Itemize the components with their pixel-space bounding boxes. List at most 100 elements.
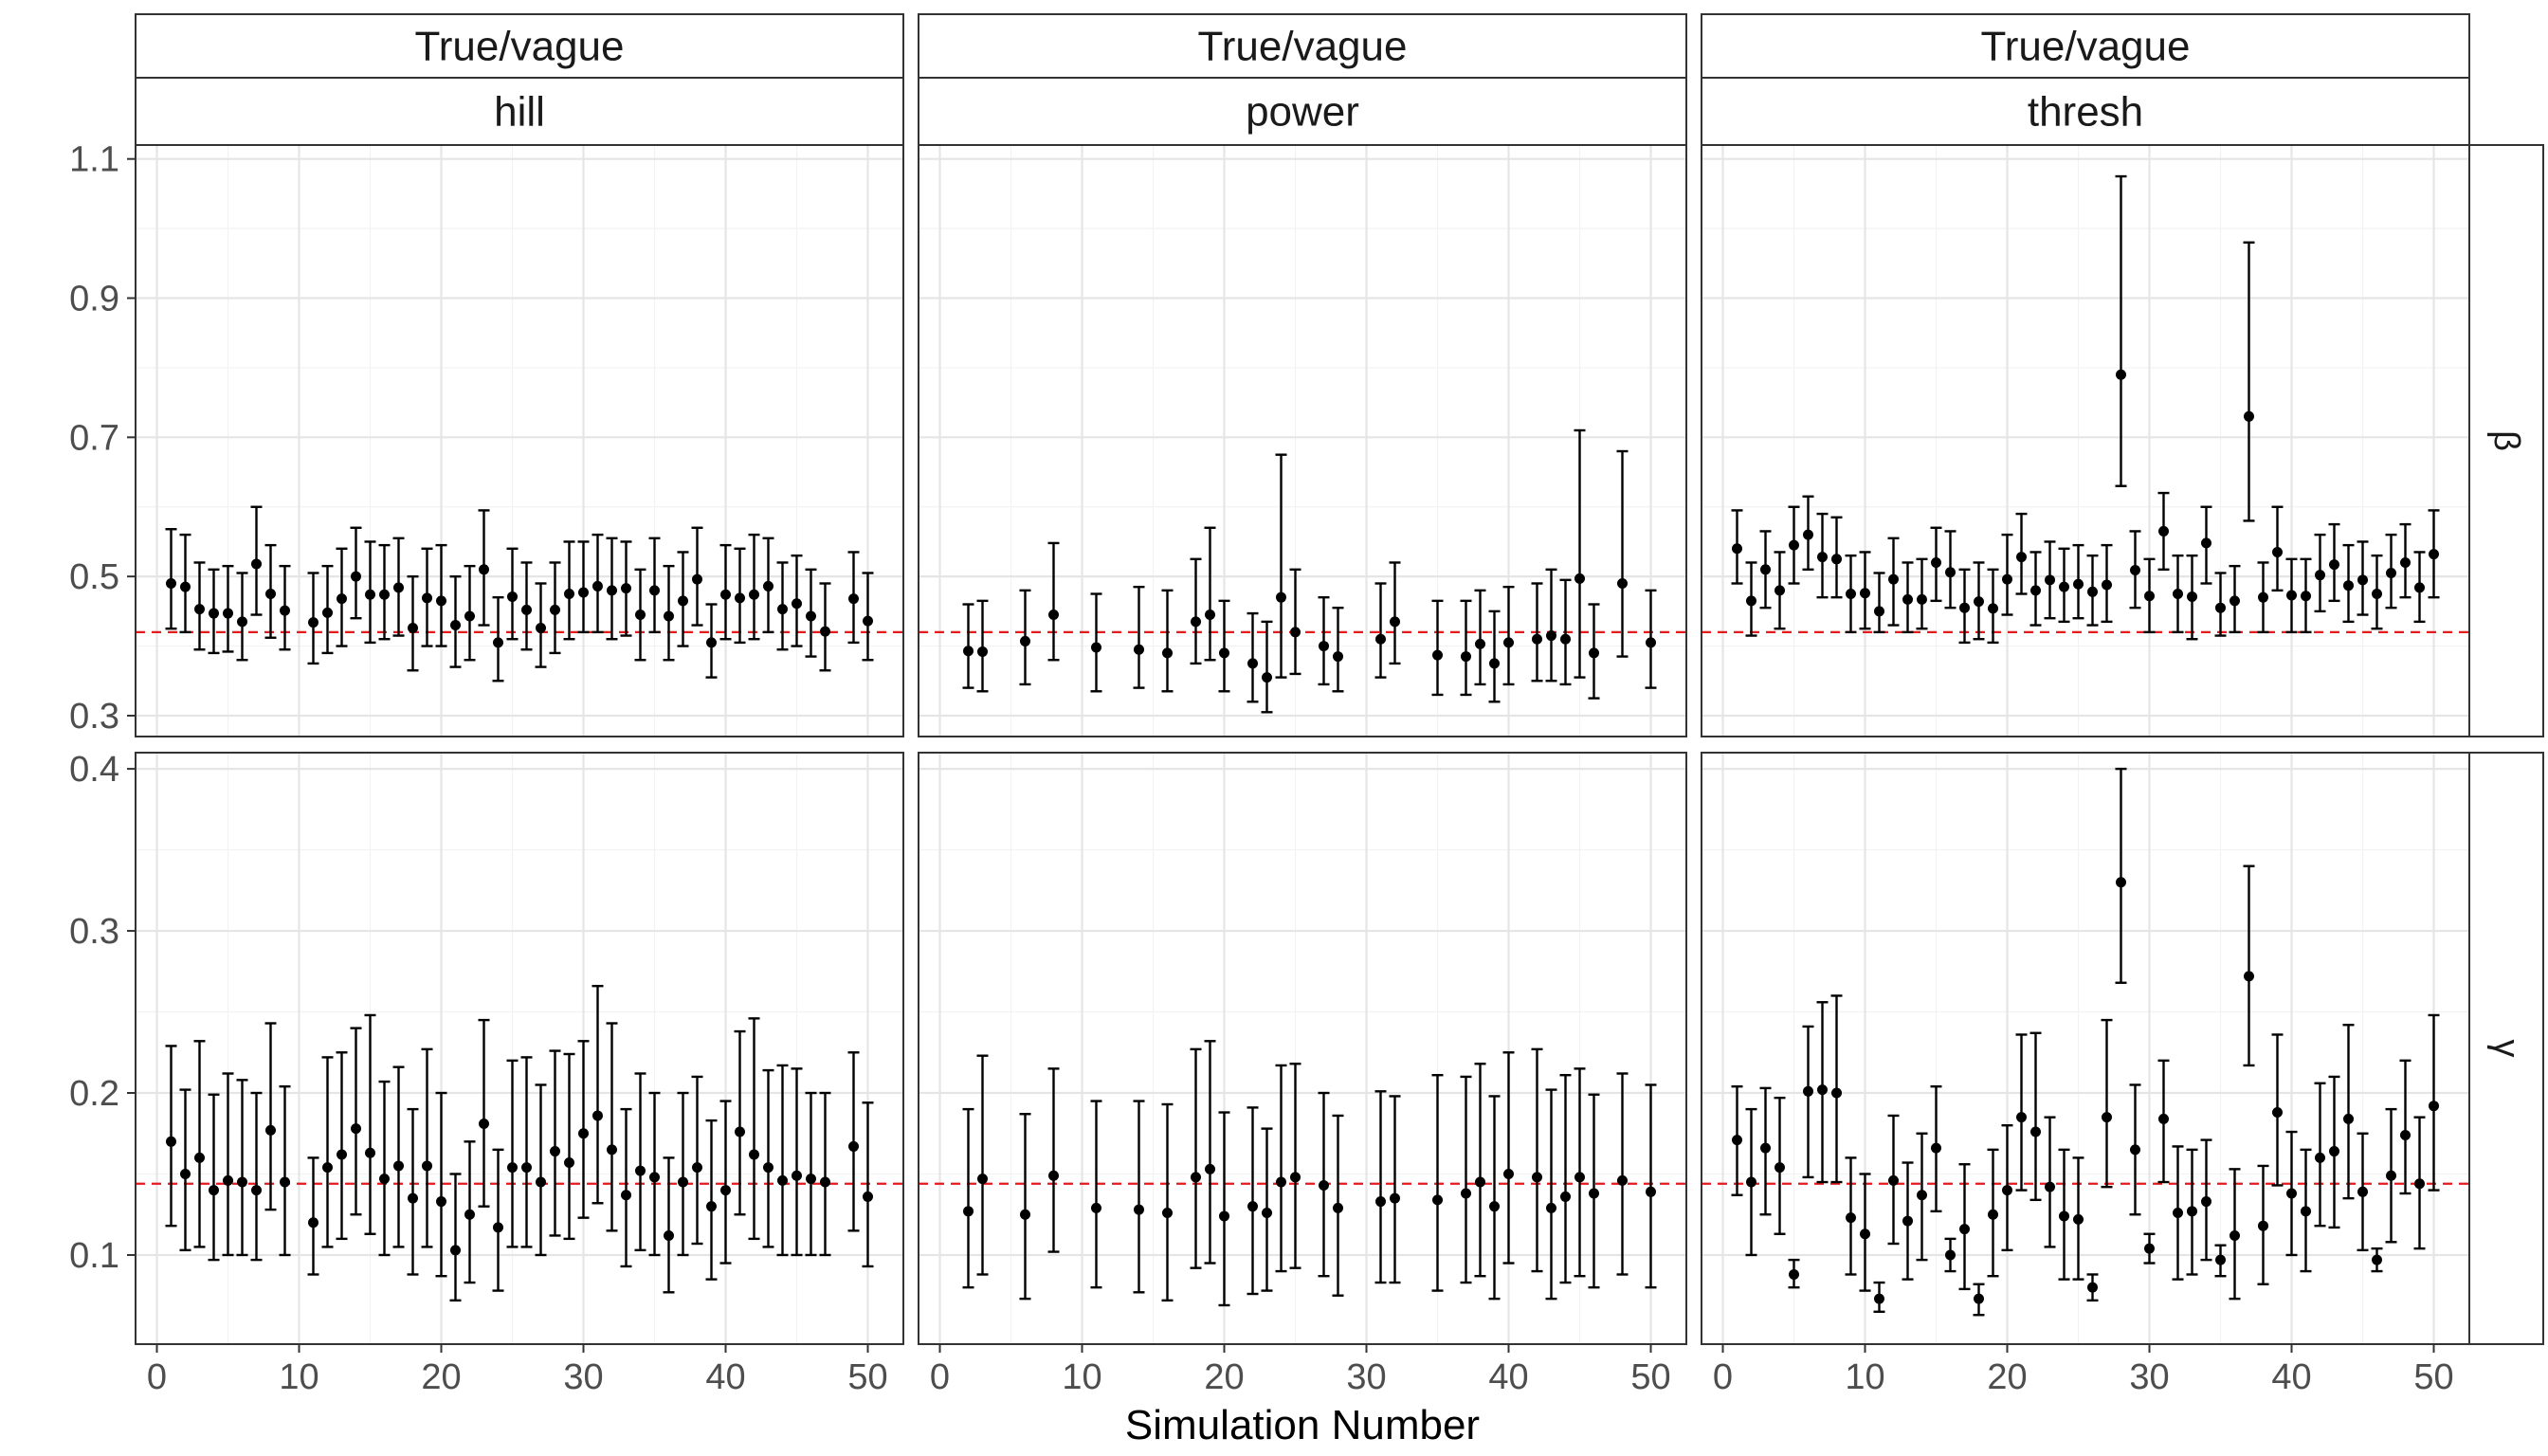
data-point <box>1390 616 1400 628</box>
error-bar <box>492 595 504 682</box>
error-bar <box>805 568 817 658</box>
error-bar <box>648 1091 661 1257</box>
error-bar <box>250 505 263 616</box>
data-point <box>2286 590 2297 601</box>
data-point <box>2329 559 2339 571</box>
error-bar <box>762 537 774 634</box>
data-point <box>2144 591 2155 602</box>
data-point <box>2372 1254 2382 1265</box>
x-axis-hill: 0 10 20 30 40 50 <box>147 1344 888 1397</box>
data-point <box>1475 1176 1485 1188</box>
data-point <box>1646 1186 1656 1197</box>
error-bar <box>1616 1072 1629 1276</box>
error-bar <box>1802 495 1814 572</box>
data-point <box>1945 1249 1956 1261</box>
y-tick-label: 0.9 <box>69 280 119 319</box>
y-tick-label: 0.7 <box>69 418 119 458</box>
strip-bottom-label: thresh <box>2028 89 2143 136</box>
error-bar <box>421 547 433 647</box>
error-bar <box>1902 1161 1914 1281</box>
data-point <box>464 1209 475 1220</box>
data-point <box>1475 638 1485 649</box>
error-bar <box>1588 603 1600 700</box>
error-bar <box>2399 1059 2412 1195</box>
error-bar <box>449 1173 462 1302</box>
y-tick-label: 0.1 <box>69 1236 119 1276</box>
error-bar <box>1204 526 1216 662</box>
data-point <box>2201 1196 2211 1208</box>
error-bar <box>2186 554 2198 641</box>
data-point <box>2386 567 2396 578</box>
data-point <box>2329 1146 2339 1157</box>
error-bar <box>1731 1084 1743 1196</box>
data-point <box>2272 1107 2283 1119</box>
data-point <box>2173 1208 2183 1219</box>
row-strip-label: β <box>2486 430 2526 451</box>
error-bar <box>2328 522 2340 603</box>
error-bar <box>620 540 632 637</box>
data-point <box>379 589 390 600</box>
data-point <box>322 607 333 618</box>
data-point <box>692 573 702 585</box>
error-bar <box>1090 1100 1102 1289</box>
error-bar <box>1916 1132 1928 1262</box>
data-point <box>2357 1186 2368 1197</box>
data-point <box>1247 1201 1258 1212</box>
data-point <box>792 598 802 610</box>
y-tick-label: 1.1 <box>69 140 119 180</box>
error-bar <box>1845 1156 1857 1276</box>
data-point <box>436 1196 446 1208</box>
data-point <box>1874 606 1884 617</box>
data-point <box>2073 578 2084 590</box>
error-bar <box>1559 578 1572 686</box>
row-strip-beta: β <box>2468 144 2544 737</box>
error-bar <box>549 561 561 655</box>
data-point <box>536 1176 546 1188</box>
data-point <box>749 1149 759 1160</box>
y-tick-label: 0.5 <box>69 557 119 597</box>
error-bar <box>748 1017 760 1241</box>
data-point <box>2429 549 2439 560</box>
data-point <box>2116 369 2126 380</box>
data-point <box>2215 602 2226 613</box>
error-bar <box>1161 1102 1174 1302</box>
data-point <box>2173 589 2183 600</box>
error-bar <box>549 1049 561 1237</box>
data-point <box>564 1157 574 1169</box>
data-point <box>2130 1144 2140 1156</box>
data-point <box>194 1152 205 1163</box>
data-point <box>2286 1188 2297 1199</box>
data-point <box>1945 567 1956 578</box>
data-point <box>2102 1112 2112 1123</box>
data-point <box>2343 580 2354 592</box>
y-axis-gamma: 0.1 0.2 0.3 0.4 <box>69 750 136 1276</box>
error-bar <box>1944 530 1956 610</box>
x-axis-thresh: 0 10 20 30 40 50 <box>1713 1344 2454 1397</box>
panel-power-beta <box>918 144 1687 737</box>
error-bar <box>350 1027 362 1216</box>
error-bar <box>748 533 760 641</box>
data-point <box>1162 1208 1173 1219</box>
panel-thresh-beta <box>1701 144 2470 737</box>
error-bar <box>634 568 646 662</box>
error-bar <box>776 561 789 651</box>
data-point <box>521 1162 532 1174</box>
error-bar <box>1318 1091 1330 1278</box>
error-bar <box>1830 516 1843 599</box>
data-point <box>820 1176 830 1188</box>
error-bar <box>1275 453 1287 679</box>
error-bar <box>250 1091 263 1262</box>
error-bar <box>2072 543 2084 620</box>
axes: 0.3 0.5 0.7 0.9 1.1 0.1 0.2 0.3 0.4 0 10 20 30 40 50 0 1… <box>69 140 2453 1397</box>
data-point <box>223 1174 233 1186</box>
error-bar <box>1431 1074 1444 1292</box>
error-bar <box>2029 551 2042 627</box>
error-bar <box>2115 174 2127 487</box>
error-bar <box>193 561 206 651</box>
data-point <box>664 610 674 622</box>
error-bar <box>976 1054 989 1276</box>
data-point <box>2230 1229 2240 1241</box>
error-bar <box>208 568 220 655</box>
data-point <box>209 1185 219 1196</box>
data-point <box>749 589 759 600</box>
